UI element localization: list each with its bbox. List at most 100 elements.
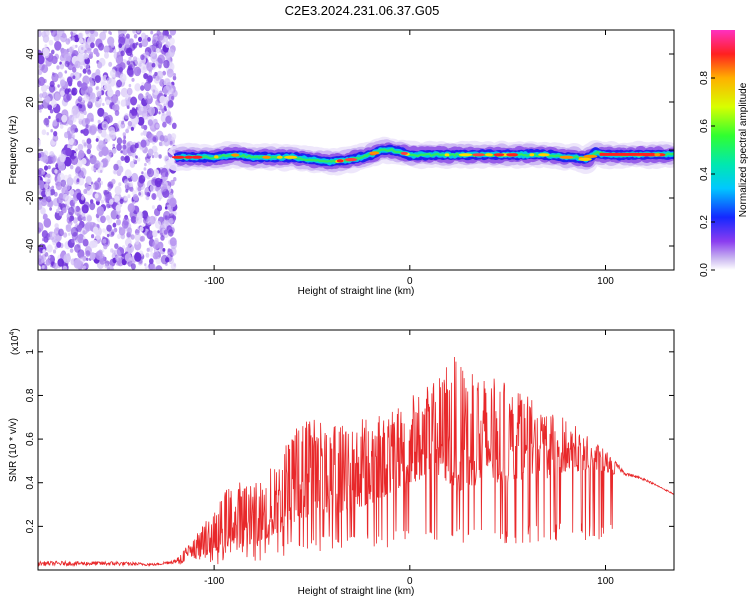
ridge-hotspot [400,151,408,155]
noise-speck [109,69,117,78]
noise-speck [138,174,146,184]
noise-speck [69,248,74,253]
noise-speck [116,80,122,87]
noise-speck [82,216,87,221]
noise-speck [167,108,170,112]
noise-speck [41,265,45,269]
noise-speck [81,46,84,51]
noise-speck [173,177,177,182]
colorbar-gradient [711,30,735,270]
noise-speck [98,128,102,134]
noise-speck [82,128,89,137]
noise-speck [77,233,85,244]
colorbar: 0.0 0.2 0.4 0.6 0.8 Normalized spectral ampl… [699,30,749,277]
noise-speck [118,33,126,43]
noise-speck [38,55,45,65]
noise-speck [83,188,88,194]
noise-speck [52,249,57,254]
noise-speck [111,178,116,185]
noise-speck [58,193,64,199]
noise-speck [63,93,71,103]
noise-speck [160,254,169,265]
noise-speck [76,111,85,121]
noise-speck [146,247,150,252]
noise-speck [52,119,58,127]
colorbar-ticks: 0.0 0.2 0.4 0.6 0.8 [699,71,715,277]
noise-speck [51,55,58,65]
noise-speck [147,168,154,178]
noise-speck [58,203,62,207]
noise-speck [70,31,74,35]
noise-speck [86,112,94,122]
noise-speck [63,232,68,238]
noise-speck [65,38,71,45]
noise-speck [89,30,95,35]
noise-speck [128,83,132,88]
ridge-hotspot [336,159,344,163]
noise-speck [114,243,119,250]
noise-speck [39,93,43,99]
noise-speck [77,96,83,103]
noise-speck [39,109,42,113]
noise-speck [64,60,70,68]
noise-speck [82,238,89,247]
noise-speck [90,51,94,56]
noise-speck [108,126,116,135]
noise-speck [128,56,132,61]
noise-speck [81,158,87,165]
noise-speck [146,217,153,225]
noise-speck [43,218,52,228]
noise-speck [169,237,177,247]
noise-speck [78,37,84,44]
noise-speck [82,265,86,270]
noise-speck [154,237,159,244]
top-x-tick-label-1: 0 [407,276,413,287]
ridge-hotspot [458,153,473,157]
noise-speck [154,220,162,229]
ridge-hotspot [559,155,574,159]
noise-speck [44,183,49,190]
noise-speck [121,253,124,257]
noise-speck [102,112,109,120]
ridge-hotspot [529,153,535,157]
noise-speck [38,176,41,182]
noise-speck [135,215,143,225]
noise-speck [141,38,149,47]
noise-speck [103,244,108,250]
noise-speck [49,188,56,196]
noise-speck [100,215,106,224]
noise-speck [154,208,161,217]
noise-speck [87,143,92,150]
noise-speck [165,115,172,124]
noise-speck [124,169,132,179]
noise-speck [153,151,159,159]
noise-speck [163,106,167,110]
noise-speck [64,156,72,167]
noise-speck [164,206,168,210]
noise-speck [48,84,56,93]
noise-speck [69,189,75,196]
top-x-tick-label-2: 100 [597,276,614,287]
noise-speck [41,129,47,136]
noise-speck [98,42,104,51]
noise-speck [91,95,97,103]
noise-speck [108,61,113,67]
noise-speck [56,118,60,123]
top-y-axis-label: Frequency (Hz) [8,116,19,185]
noise-speck [151,205,155,210]
noise-speck [41,84,48,93]
ridge-hotspot [510,153,518,157]
noise-speck [106,233,110,238]
top-y-tick-label-0: -40 [25,238,36,253]
noise-speck [140,139,147,148]
noise-speck [157,241,164,249]
noise-speck [147,119,153,126]
noise-speck [76,192,82,200]
noise-speck [139,63,148,74]
noise-speck [77,176,85,186]
snr-line [38,357,674,568]
noise-speck [162,85,171,96]
noise-speck [85,30,90,35]
noise-speck [151,155,155,159]
noise-speck [124,155,130,163]
